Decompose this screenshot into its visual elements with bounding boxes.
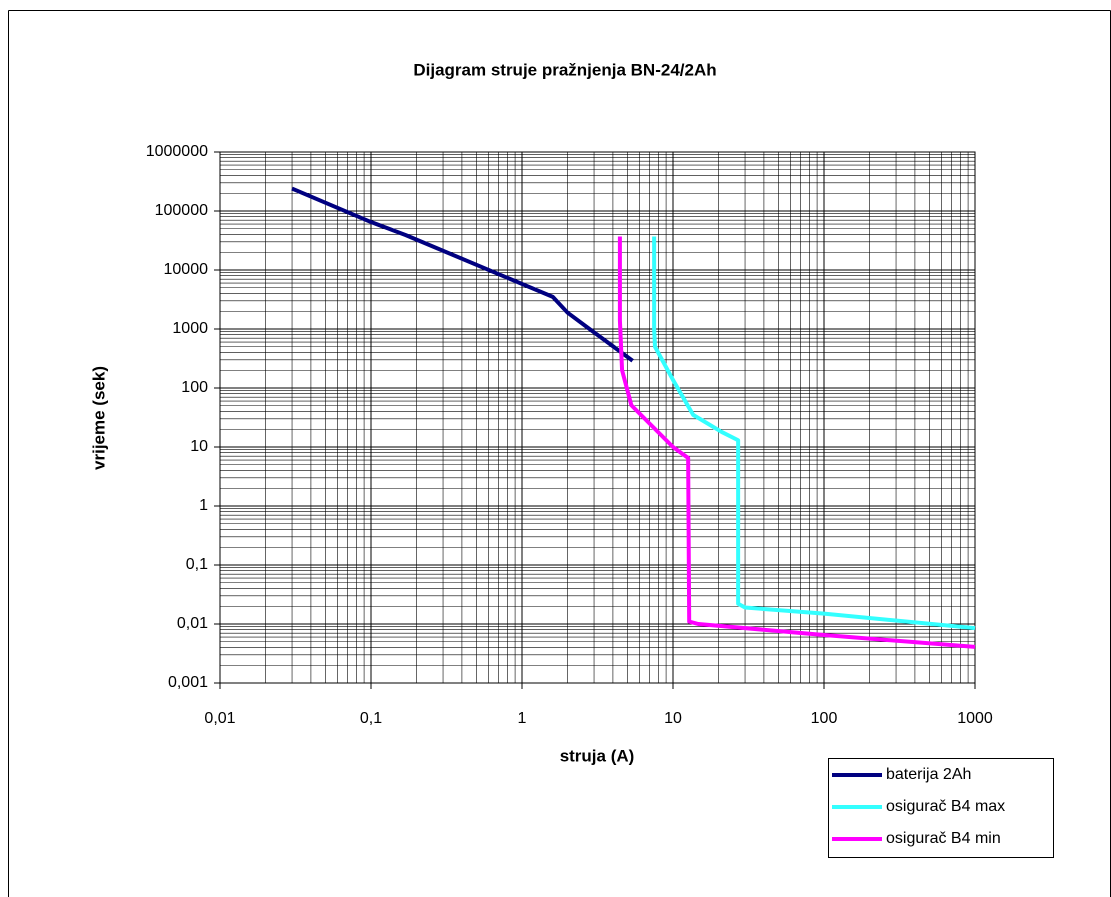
y-tick-label: 10 <box>190 438 208 455</box>
y-tick-label: 1000 <box>172 320 208 337</box>
y-tick-label: 100 <box>181 379 208 396</box>
series-line <box>652 236 976 631</box>
y-axis-label: vrijeme (sek) <box>89 366 108 470</box>
plot <box>291 186 976 649</box>
x-tick-label: 10 <box>664 710 682 727</box>
x-axis-label: struja (A) <box>560 746 635 765</box>
y-tick-label: 1000000 <box>146 143 208 160</box>
x-tick-label: 1000 <box>957 710 993 727</box>
y-tick-label: 0,01 <box>177 615 208 632</box>
series-line <box>291 186 634 363</box>
x-tick-label: 100 <box>811 710 838 727</box>
y-tick-label: 10000 <box>164 261 209 278</box>
x-tick-label: 1 <box>518 710 527 727</box>
legend-label: osigurač B4 max <box>886 798 1005 815</box>
grid <box>214 151 976 689</box>
x-tick-label: 0,1 <box>360 710 382 727</box>
y-tick-label: 100000 <box>155 202 208 219</box>
chart-title: Dijagram struje pražnjenja BN-24/2Ah <box>413 60 716 79</box>
y-tick-label: 1 <box>199 497 208 514</box>
x-tick-label: 0,01 <box>204 710 235 727</box>
legend-label: baterija 2Ah <box>886 766 971 783</box>
plot-border <box>219 151 976 684</box>
legend-label: osigurač B4 min <box>886 830 1001 847</box>
y-tick-label: 0,001 <box>168 674 208 691</box>
series-line <box>617 236 976 649</box>
y-tick-label: 0,1 <box>186 556 208 573</box>
